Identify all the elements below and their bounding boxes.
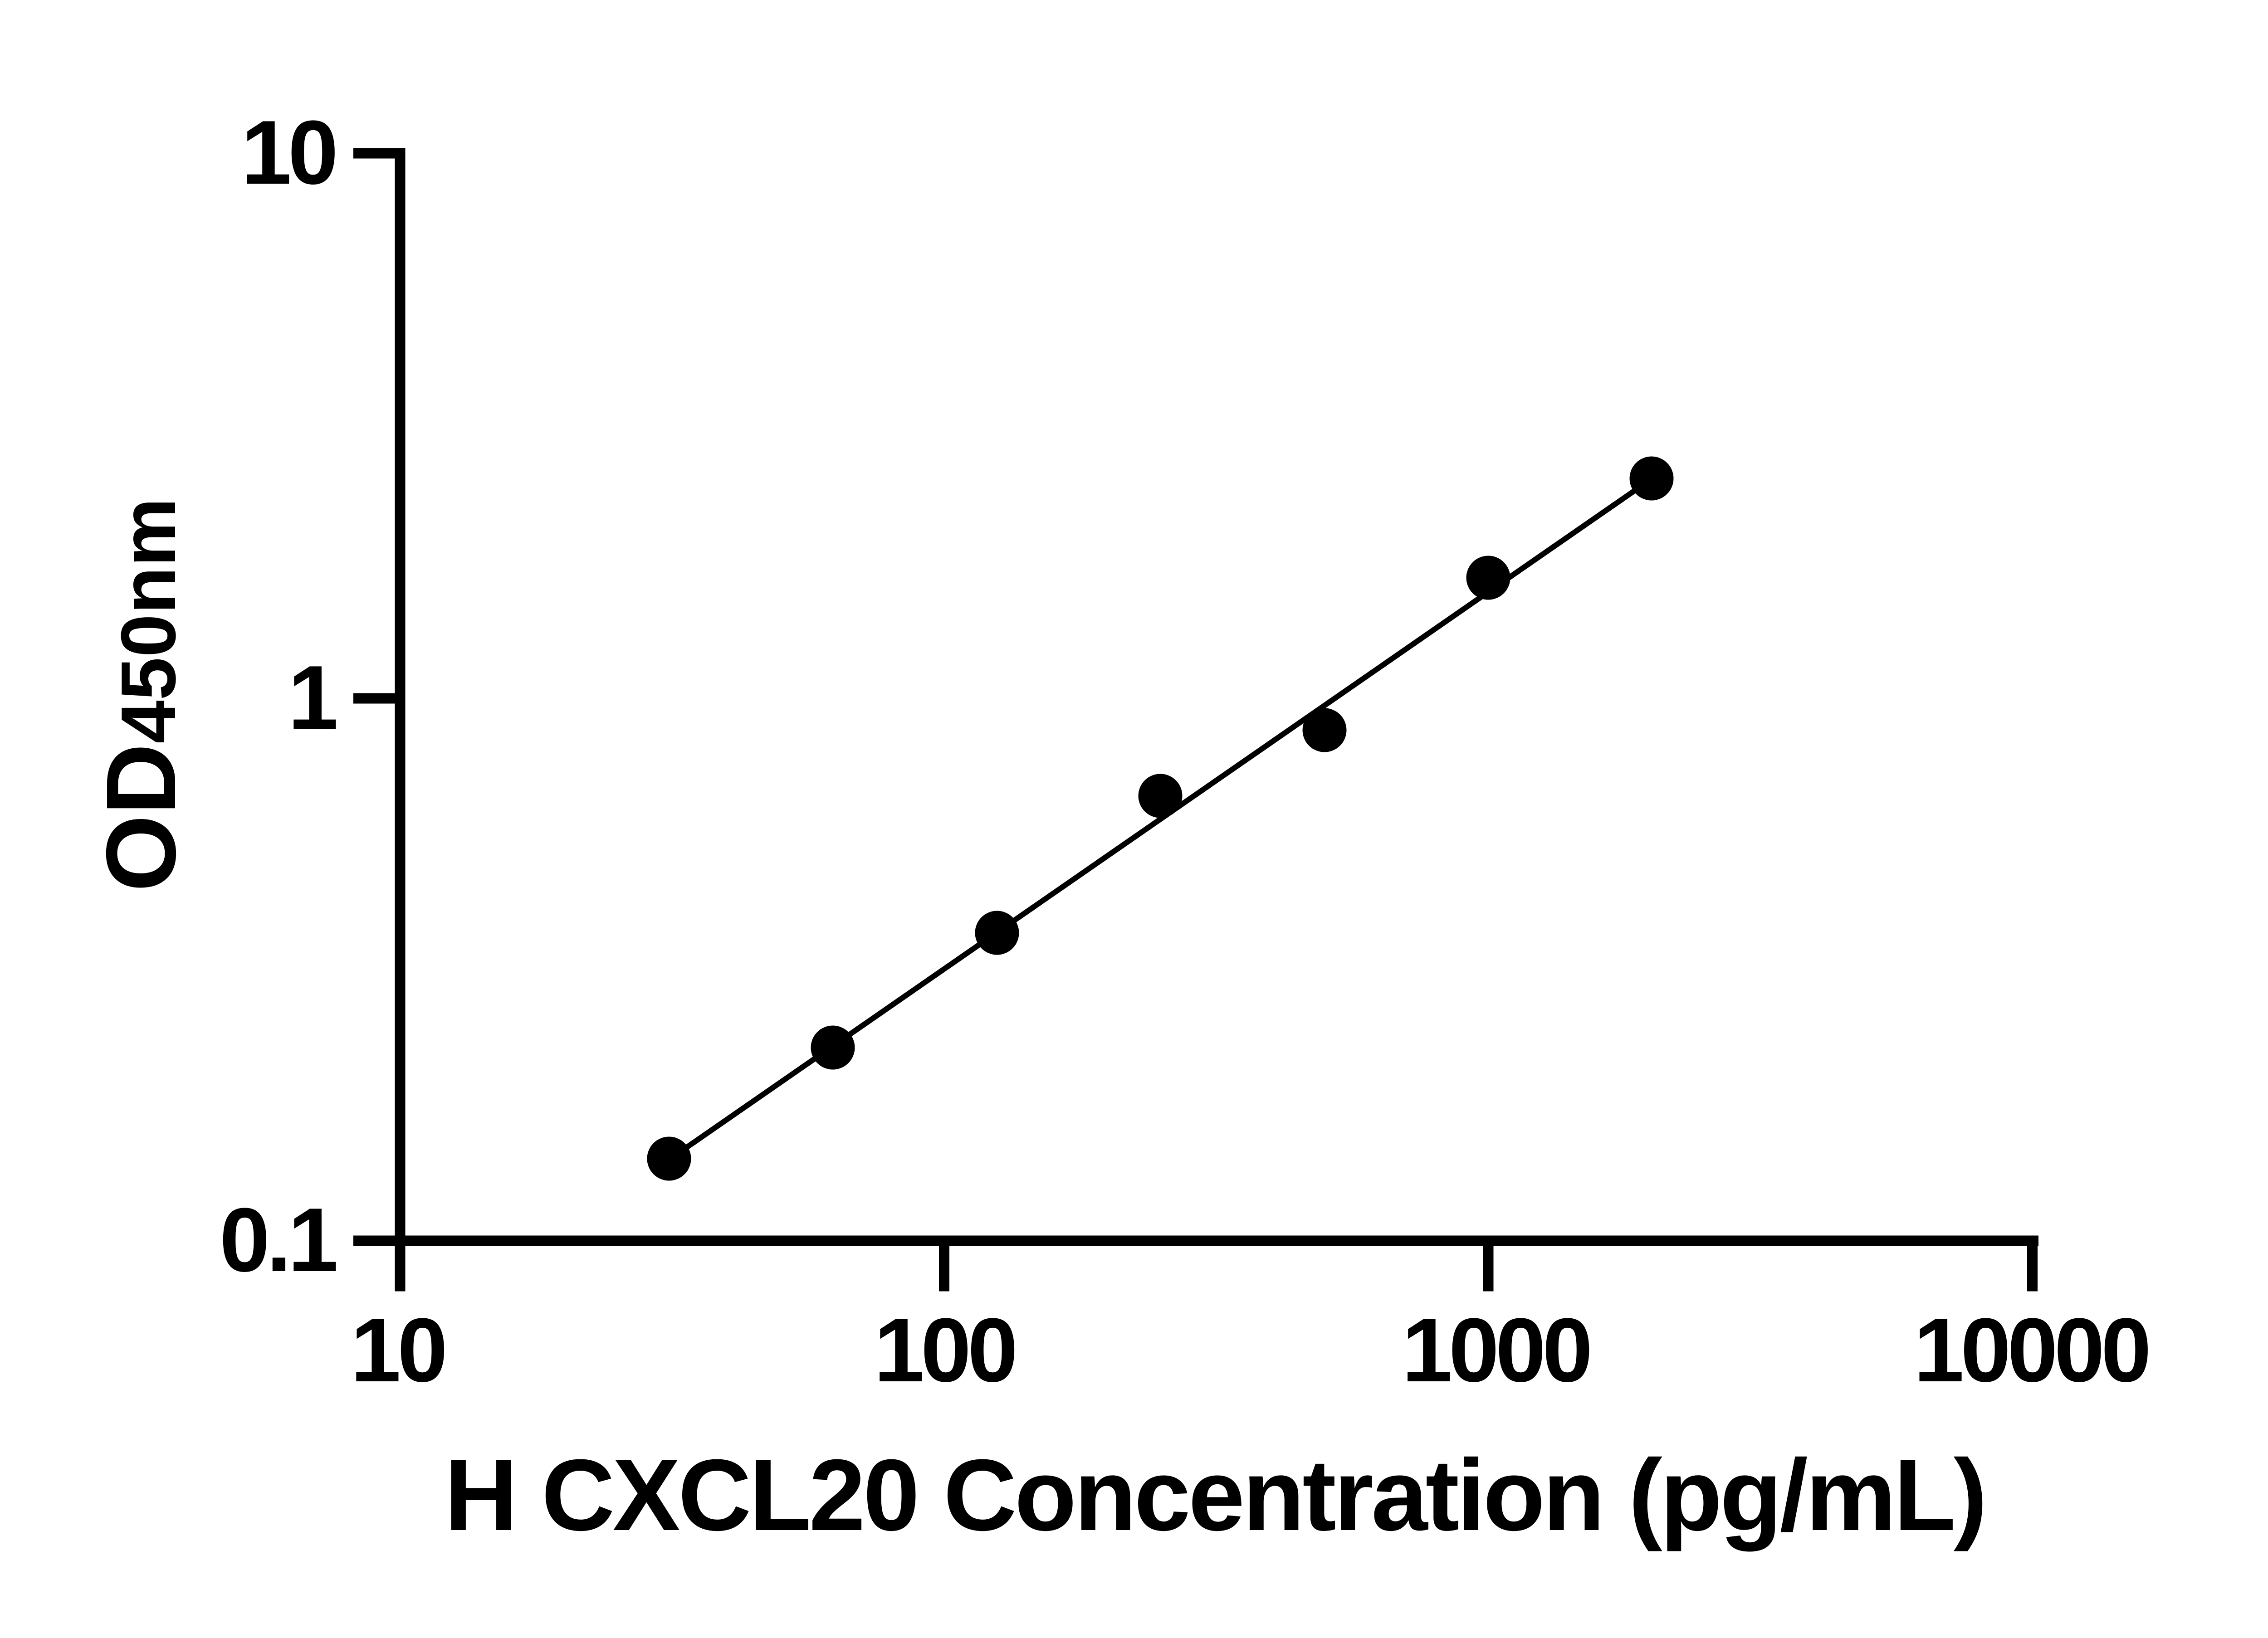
svg-text:OD450nm: OD450nm xyxy=(86,498,196,892)
svg-text:0.1: 0.1 xyxy=(220,1190,336,1291)
svg-text:10000: 10000 xyxy=(1914,1300,2148,1401)
svg-text:1: 1 xyxy=(288,647,336,748)
svg-text:H CXCL20 Concentration (pg/mL): H CXCL20 Concentration (pg/mL) xyxy=(445,1438,1985,1552)
svg-text:100: 100 xyxy=(874,1300,1015,1401)
svg-text:10: 10 xyxy=(351,1300,445,1401)
svg-text:10: 10 xyxy=(241,102,335,203)
svg-text:1000: 1000 xyxy=(1402,1300,1590,1401)
